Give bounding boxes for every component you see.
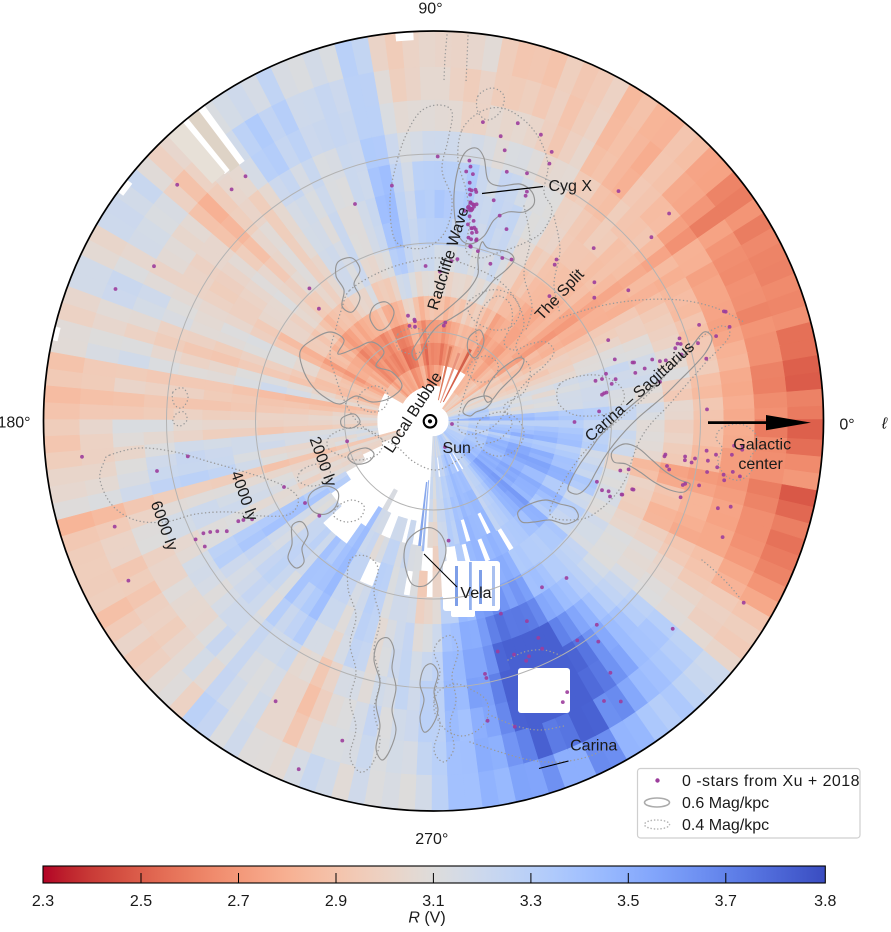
svg-text:3.1: 3.1 [422,893,444,910]
svg-text:ℓ: ℓ [881,416,888,433]
svg-text:3.7: 3.7 [715,893,737,910]
svg-text:270°: 270° [415,831,448,848]
svg-text:R (V): R (V) [408,910,445,927]
svg-text:Carina: Carina [570,738,617,755]
svg-text:0°: 0° [839,417,854,434]
svg-text:3.3: 3.3 [520,893,542,910]
svg-text:2.7: 2.7 [227,893,249,910]
svg-text:3.8: 3.8 [814,893,836,910]
svg-text:Sun: Sun [442,440,470,457]
svg-text:2.9: 2.9 [325,893,347,910]
svg-text:2.5: 2.5 [130,893,152,910]
svg-text:Cyg X: Cyg X [549,178,593,195]
svg-text:0.6 Mag/kpc: 0.6 Mag/kpc [682,795,769,812]
svg-text:180°: 180° [0,415,31,432]
svg-text:0.4 Mag/kpc: 0.4 Mag/kpc [682,817,769,834]
svg-text:center: center [738,456,783,473]
svg-text:3.5: 3.5 [617,893,639,910]
svg-text:0 -stars from Xu + 2018: 0 -stars from Xu + 2018 [682,773,860,790]
svg-text:Galactic: Galactic [733,437,791,454]
svg-text:2.3: 2.3 [32,893,54,910]
svg-text:Vela: Vela [460,585,491,602]
svg-text:90°: 90° [418,1,442,18]
